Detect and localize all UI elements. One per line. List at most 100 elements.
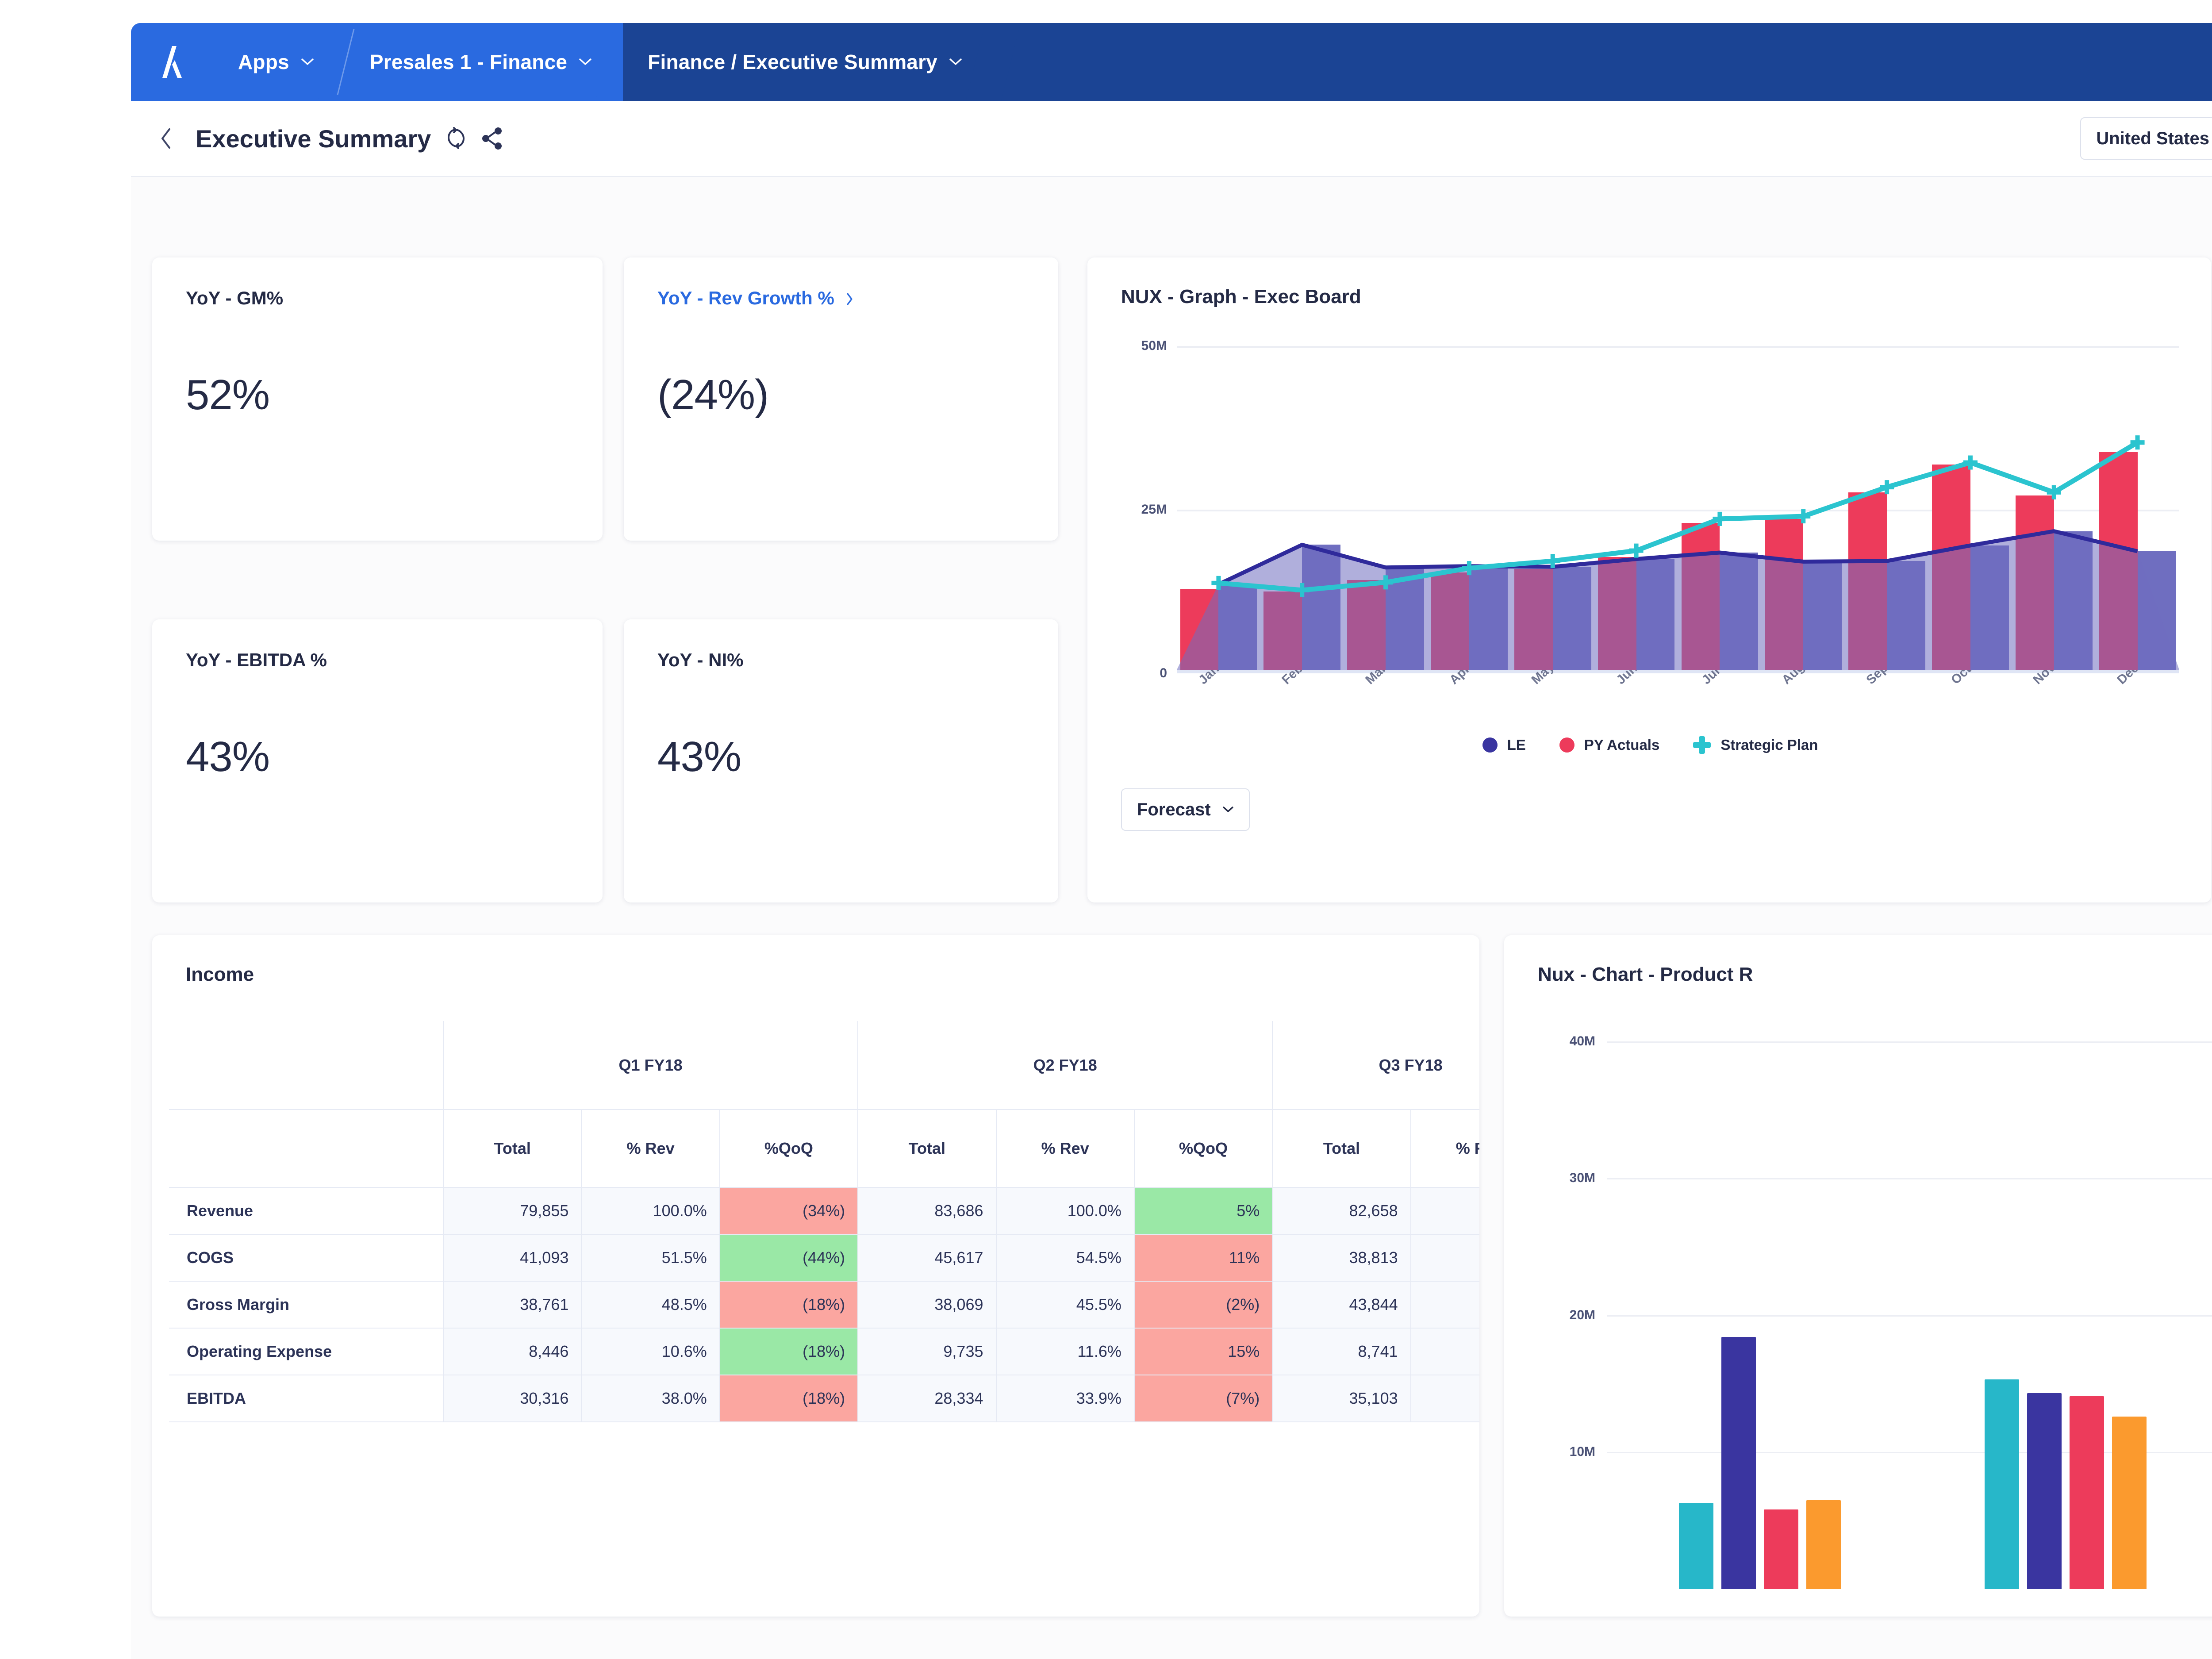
nux-bar-le — [1552, 567, 1591, 670]
nux-bar-group[interactable] — [1762, 346, 1845, 670]
nux-bar-py-actuals — [1514, 568, 1553, 670]
kpi-card-rev-growth[interactable]: YoY - Rev Growth % (24%) — [624, 257, 1058, 541]
legend-item-py-actuals[interactable]: PY Actuals — [1559, 737, 1659, 753]
legend-item-le[interactable]: LE — [1482, 737, 1526, 753]
legend-label-le: LE — [1507, 737, 1526, 753]
income-cell: 15% — [1134, 1328, 1273, 1375]
nux-bar-group[interactable] — [1594, 346, 1678, 670]
nux-x-axis-labels: Jan 18Feb 18Mar 18Apr 18May 18Jun 18Jul … — [1177, 648, 2179, 745]
table-row[interactable]: Operating Expense 8,446 10.6% (18%) 9,735 11.… — [169, 1328, 1479, 1375]
nux-x-axis-line — [1177, 670, 2179, 673]
table-row[interactable]: Revenue 79,855 100.0% (34%) 83,686 100.0% 5% 82… — [169, 1187, 1479, 1235]
nav-workspace-label: Presales 1 - Finance — [369, 50, 568, 73]
income-cell: (18%) — [719, 1281, 859, 1329]
product-grid-line — [1607, 1041, 2212, 1043]
income-cell: 30,316 — [443, 1375, 582, 1422]
income-cell: 9,735 — [858, 1328, 997, 1375]
nav-page-menu[interactable]: Finance / Executive Summary — [623, 23, 1021, 101]
nux-legend: LE PY Actuals Strategic Plan — [1121, 736, 2179, 754]
income-cell: 42.5% — [1410, 1375, 1479, 1422]
income-quarter-q2: Q2 FY18 — [858, 1021, 1273, 1110]
anaplan-logo[interactable] — [131, 23, 213, 101]
kpi-title-gm: YoY - GM% — [186, 288, 284, 308]
kpi-title-ni: YoY - NI% — [657, 649, 744, 670]
nux-version-dropdown[interactable]: Forecast — [1121, 788, 1250, 831]
nux-bar-group[interactable] — [1260, 346, 1344, 670]
nux-bar-group[interactable] — [1177, 346, 1260, 670]
product-bar-group[interactable] — [1607, 1014, 1913, 1589]
legend-swatch-strategic-plan — [1693, 736, 1711, 754]
nav-page-label: Finance / Executive Summary — [648, 50, 937, 73]
nux-bar-py-actuals — [1180, 589, 1219, 670]
filter-country[interactable]: United States — [2080, 117, 2212, 160]
kpi-card-ebitda[interactable]: YoY - EBITDA % 43% — [152, 619, 603, 902]
kpi-card-gm[interactable]: YoY - GM% 52% — [152, 257, 603, 541]
nux-bar-py-actuals — [2099, 452, 2138, 670]
nux-version-label: Forecast — [1137, 799, 1211, 819]
product-grid-line — [1607, 1178, 2212, 1180]
kpi-value-ebitda: 43% — [186, 733, 270, 780]
nux-x-label: Nov 18 — [2012, 648, 2096, 745]
nux-bar-group[interactable] — [2012, 346, 2096, 670]
nav-workspace-menu[interactable]: Presales 1 - Finance — [337, 23, 651, 101]
product-bar — [2027, 1393, 2062, 1589]
table-row[interactable]: EBITDA 30,316 38.0% (18%) 28,334 33.9% (7%) 35,… — [169, 1375, 1479, 1422]
kpi-value-gm: 52% — [186, 371, 270, 419]
income-cell: (2%) — [1134, 1281, 1273, 1329]
kpi-card-ni[interactable]: YoY - NI% 43% — [624, 619, 1058, 902]
income-subcorner-cell — [169, 1110, 444, 1188]
product-chart-title: Nux - Chart - Product R — [1538, 964, 1753, 985]
income-row-label: COGS — [169, 1234, 444, 1282]
nux-bar-py-actuals — [1598, 557, 1636, 670]
income-cell: (18%) — [719, 1375, 859, 1422]
nux-x-label: Feb 18 — [1260, 649, 1344, 745]
chevron-down-icon — [1222, 806, 1234, 813]
nux-bar-le — [1970, 545, 2009, 670]
nux-bar-group[interactable] — [1678, 346, 1762, 670]
legend-item-strategic-plan[interactable]: Strategic Plan — [1693, 736, 1818, 754]
nux-bar-py-actuals — [1347, 580, 1386, 670]
nux-x-label: Dec 18 — [2096, 649, 2179, 745]
nux-bar-group[interactable] — [1511, 346, 1594, 670]
income-cell: 47.0% — [1410, 1234, 1479, 1282]
chevron-left-icon[interactable] — [152, 127, 180, 150]
income-cell: 53.0% — [1410, 1281, 1479, 1329]
dashboard-canvas: YoY - GM% 52% YoY - Rev Growth % (24%) Y… — [131, 177, 2212, 1659]
share-icon[interactable] — [481, 127, 503, 150]
income-subheader-5: %QoQ — [1134, 1110, 1273, 1188]
refresh-icon[interactable] — [446, 127, 466, 150]
table-row[interactable]: COGS 41,093 51.5% (44%) 45,617 54.5% 11% 38,813… — [169, 1234, 1479, 1282]
nux-bar-group[interactable] — [1427, 346, 1511, 670]
kpi-title-rev-growth[interactable]: YoY - Rev Growth % — [657, 288, 1058, 309]
product-bar — [1985, 1379, 2020, 1589]
top-navigation-bar: Apps Presales 1 - Finance Finance / Exec… — [131, 23, 2212, 101]
product-chart[interactable]: 10M 20M 30M 40M — [1538, 1014, 2212, 1617]
product-chart-card: Nux - Chart - Product R 10M 20M 30M 40M — [1504, 935, 2212, 1617]
income-quarter-header-row: Q1 FY18 Q2 FY18 Q3 FY18 — [169, 1021, 1479, 1110]
product-bar-group[interactable] — [1913, 1014, 2212, 1589]
nux-bar-group[interactable] — [1845, 346, 1929, 670]
income-card: Income Q1 FY18 Q2 FY18 Q3 FY18 Total% Re… — [152, 935, 1479, 1617]
nux-bar-group[interactable] — [2096, 346, 2179, 670]
nav-apps-menu[interactable]: Apps — [213, 23, 373, 101]
nux-bar-py-actuals — [1848, 492, 1887, 670]
income-cell: 100.0% — [996, 1187, 1135, 1235]
income-row-label: Operating Expense — [169, 1328, 444, 1375]
nux-bar-le — [2054, 531, 2093, 670]
nux-bar-group[interactable] — [1344, 346, 1428, 670]
nux-bar-py-actuals — [1263, 591, 1302, 670]
income-cell: 43,844 — [1272, 1281, 1411, 1329]
table-row[interactable]: Gross Margin 38,761 48.5% (18%) 38,069 45.5%(… — [169, 1281, 1479, 1329]
nux-x-label: Jun 18 — [1594, 649, 1678, 745]
chevron-down-icon — [949, 58, 962, 66]
income-title: Income — [186, 964, 254, 985]
income-cell: 83,686 — [858, 1187, 997, 1235]
product-grid-line — [1607, 1452, 2212, 1454]
nux-bar-group[interactable] — [1928, 346, 2012, 670]
income-table-wrap[interactable]: Q1 FY18 Q2 FY18 Q3 FY18 Total% Rev %QoQ To… — [169, 1021, 1479, 1617]
nux-bar-py-actuals — [2015, 495, 2054, 670]
product-bar — [1806, 1500, 1841, 1589]
